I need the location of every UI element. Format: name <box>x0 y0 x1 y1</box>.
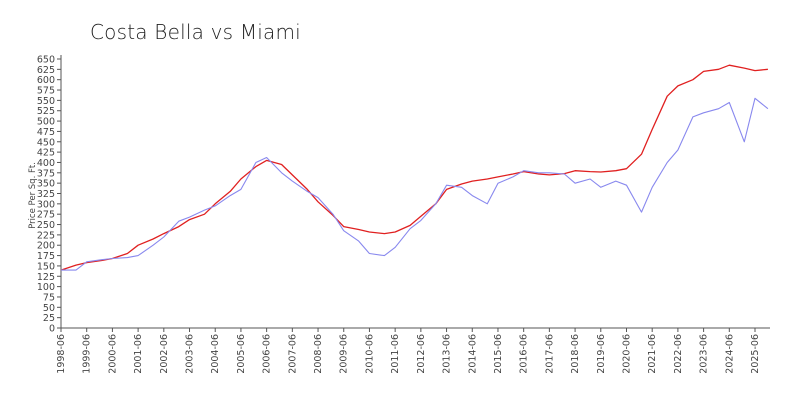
x-tick-label: 2022-06 <box>673 334 684 374</box>
y-tick-label: 550 <box>37 96 55 107</box>
y-tick-label: 0 <box>49 324 55 335</box>
y-tick-label: 300 <box>37 199 55 210</box>
y-axis-label: Price Per Sq. Ft. <box>28 162 38 229</box>
y-tick-label: 350 <box>37 179 55 190</box>
x-tick-label: 2004-06 <box>210 334 221 374</box>
y-tick-label: 475 <box>37 127 55 138</box>
y-tick-label: 75 <box>43 292 55 303</box>
x-tick-label: 2008-06 <box>313 334 324 374</box>
x-tick-label: 2014-06 <box>467 334 478 374</box>
x-tick-label: 2003-06 <box>185 334 196 374</box>
y-tick-label: 225 <box>37 230 55 241</box>
y-tick-label: 25 <box>43 313 55 324</box>
y-tick-label: 200 <box>37 241 55 252</box>
x-tick-label: 2015-06 <box>493 334 504 374</box>
x-tick-label: 2005-06 <box>236 334 247 374</box>
x-tick-label: 2001-06 <box>133 334 144 374</box>
x-tick-label: 2009-06 <box>339 334 350 374</box>
x-tick-label: 1998-06 <box>56 334 67 374</box>
series-line-1 <box>60 64 768 271</box>
y-tick-label: 425 <box>37 148 55 159</box>
series-layer <box>60 64 769 271</box>
y-tick-label: 325 <box>37 189 55 200</box>
x-tick-label: 2018-06 <box>570 334 581 374</box>
x-tick-label: 2021-06 <box>647 334 658 374</box>
y-tick-label: 400 <box>37 158 55 169</box>
x-tick-label: 2024-06 <box>724 334 735 374</box>
y-tick-label: 525 <box>37 106 55 117</box>
x-tick-label: 2010-06 <box>364 334 375 374</box>
y-tick-label: 100 <box>37 282 55 293</box>
x-tick-label: 2023-06 <box>699 334 710 374</box>
y-tick-label: 275 <box>37 210 55 221</box>
x-tick-label: 2002-06 <box>159 334 170 374</box>
x-tick-label: 2016-06 <box>519 334 530 374</box>
x-tick-label: 2012-06 <box>416 334 427 374</box>
x-tick-label: 2025-06 <box>750 334 761 374</box>
y-tick-label: 50 <box>43 303 55 314</box>
y-tick-label: 250 <box>37 220 55 231</box>
axes-layer <box>57 55 770 332</box>
chart-title: Costa Bella vs Miami <box>90 20 301 44</box>
y-tick-label: 500 <box>37 117 55 128</box>
y-tick-label: 125 <box>37 272 55 283</box>
y-tick-label: 600 <box>37 75 55 86</box>
x-tick-label: 1999-06 <box>82 334 93 374</box>
x-tick-label: 2007-06 <box>287 334 298 374</box>
y-tick-label: 450 <box>37 137 55 148</box>
x-tick-label: 2020-06 <box>621 334 632 374</box>
labels-layer: 0255075100125150175200225250275300325350… <box>28 55 761 374</box>
y-tick-label: 175 <box>37 251 55 262</box>
y-tick-label: 650 <box>37 55 55 66</box>
y-tick-label: 575 <box>37 86 55 97</box>
x-tick-label: 2011-06 <box>390 334 401 374</box>
x-tick-label: 2017-06 <box>544 334 555 374</box>
x-tick-label: 2006-06 <box>262 334 273 374</box>
y-tick-label: 625 <box>37 65 55 76</box>
series-line-2 <box>61 97 769 271</box>
x-tick-label: 2019-06 <box>596 334 607 374</box>
x-tick-label: 2000-06 <box>107 334 118 374</box>
y-tick-label: 375 <box>37 168 55 179</box>
y-tick-label: 150 <box>37 261 55 272</box>
x-tick-label: 2013-06 <box>442 334 453 374</box>
